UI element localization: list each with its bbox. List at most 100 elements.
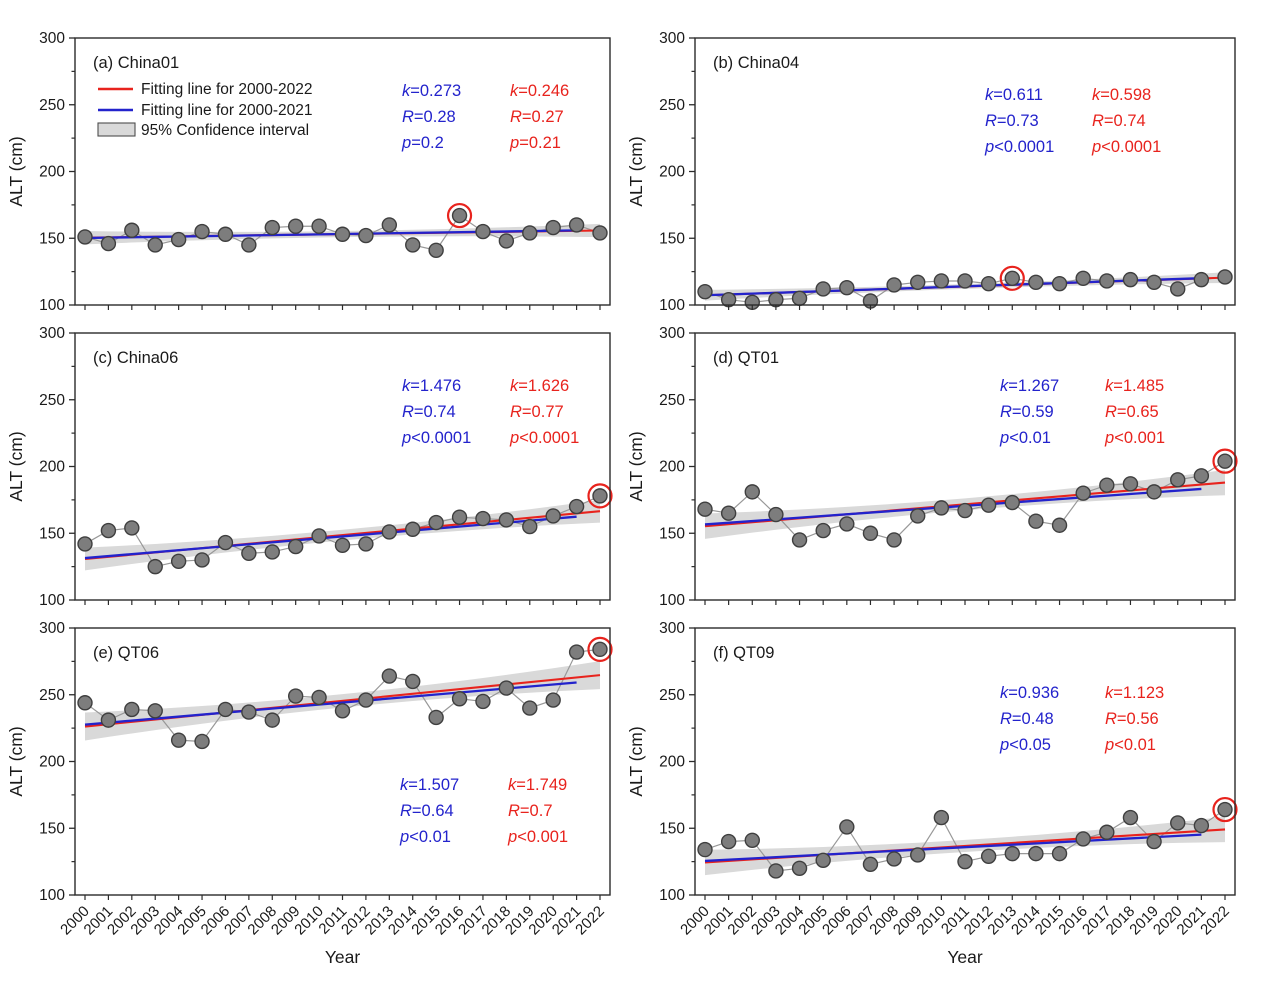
x-tick-label: 2022 xyxy=(1197,903,1233,939)
y-tick-label: 300 xyxy=(39,620,65,637)
data-point-2002 xyxy=(744,832,760,848)
data-point-2014 xyxy=(405,521,421,537)
y-axis-title: ALT (cm) xyxy=(6,431,26,501)
data-point-2020 xyxy=(545,508,561,524)
data-point-2010 xyxy=(933,500,950,516)
data-point-2018 xyxy=(498,512,515,528)
data-point-2000 xyxy=(697,501,713,517)
panel-e: 1001502002503002000200120022003200420052… xyxy=(6,620,613,967)
outlier-ring xyxy=(1212,796,1238,823)
plot-frame xyxy=(74,627,611,896)
data-point-2005 xyxy=(194,733,210,750)
data-point-2005 xyxy=(815,852,831,868)
data-point-2008 xyxy=(264,544,280,560)
data-point-2016 xyxy=(451,207,468,224)
data-point-2002 xyxy=(124,222,140,238)
outlier-ring xyxy=(446,202,473,229)
data-point-2020 xyxy=(545,219,561,236)
y-tick-label: 200 xyxy=(659,754,685,771)
data-point-2001 xyxy=(720,505,737,521)
data-point-2006 xyxy=(839,819,855,835)
y-tick-label: 250 xyxy=(659,687,685,704)
y-tick-label: 200 xyxy=(659,459,685,476)
data-point-2008 xyxy=(264,219,280,236)
data-point-2016 xyxy=(1075,485,1091,501)
data-point-2009 xyxy=(287,538,304,555)
y-tick-label: 200 xyxy=(659,164,685,181)
data-point-2005 xyxy=(194,223,210,240)
stat-value: p<0.0001 xyxy=(509,429,579,447)
data-point-2022 xyxy=(592,641,608,658)
y-tick-label: 200 xyxy=(39,754,65,771)
stat-value: k=1.749 xyxy=(508,776,567,794)
data-point-2021 xyxy=(568,217,585,233)
stat-value: p<0.05 xyxy=(999,736,1051,754)
panel-title: (e) QT06 xyxy=(93,644,159,662)
data-point-2000 xyxy=(697,841,713,858)
data-point-2016 xyxy=(1075,270,1091,286)
y-axis-title: ALT (cm) xyxy=(626,136,646,206)
data-point-2017 xyxy=(475,223,491,240)
stat-value: R=0.65 xyxy=(1105,403,1159,421)
data-point-2006 xyxy=(839,516,855,532)
data-point-2015 xyxy=(428,242,444,258)
panel-title: (f) QT09 xyxy=(713,644,774,662)
data-point-2021 xyxy=(1193,817,1210,834)
y-tick-label: 100 xyxy=(39,592,65,609)
data-point-2018 xyxy=(1122,476,1139,492)
data-point-2006 xyxy=(217,701,234,718)
plot-frame xyxy=(74,37,611,306)
y-axis-title: ALT (cm) xyxy=(626,431,646,501)
data-point-2012 xyxy=(358,692,374,708)
y-tick-label: 300 xyxy=(39,30,65,47)
fit-line-blue xyxy=(704,487,1202,526)
data-point-2018 xyxy=(1122,809,1139,826)
data-point-2021 xyxy=(1193,468,1210,484)
data-point-2004 xyxy=(170,732,187,748)
y-tick-label: 300 xyxy=(659,620,685,637)
data-point-2022 xyxy=(1217,453,1233,469)
panel-f: 1001502002503002000200120022003200420052… xyxy=(626,620,1238,967)
data-point-2007 xyxy=(241,545,257,561)
data-point-2001 xyxy=(100,522,117,539)
data-point-2016 xyxy=(1075,831,1091,847)
x-axis-title: Year xyxy=(947,947,983,967)
y-tick-label: 300 xyxy=(659,30,685,47)
data-point-2014 xyxy=(405,237,421,253)
stat-value: R=0.64 xyxy=(400,802,454,820)
data-point-2008 xyxy=(264,712,280,728)
data-point-2008 xyxy=(886,851,902,867)
data-point-2020 xyxy=(545,692,561,708)
panel-b: 100 150 200 250 300 ALT (cm) (b) China04 k=0.61… xyxy=(626,30,1236,314)
stat-value: R=0.27 xyxy=(510,108,564,126)
data-point-2022 xyxy=(592,488,608,504)
data-point-2003 xyxy=(147,558,163,575)
data-point-2004 xyxy=(170,553,187,569)
stat-value: R=0.56 xyxy=(1105,710,1159,728)
data-point-2003 xyxy=(768,863,784,879)
stat-value: k=1.485 xyxy=(1105,377,1164,395)
stat-value: R=0.48 xyxy=(1000,710,1054,728)
stat-value: k=1.626 xyxy=(510,377,569,395)
y-tick-label: 250 xyxy=(659,392,685,409)
stat-value: R=0.73 xyxy=(985,112,1039,130)
data-point-2017 xyxy=(475,510,491,527)
data-point-2004 xyxy=(791,860,808,876)
data-point-2011 xyxy=(957,273,973,289)
data-point-2004 xyxy=(170,231,187,248)
data-point-2007 xyxy=(862,856,879,872)
data-point-2001 xyxy=(720,833,737,850)
data-point-2010 xyxy=(311,689,327,706)
y-tick-label: 100 xyxy=(659,297,685,314)
panel-title: (d) QT01 xyxy=(713,349,779,367)
plot-frame xyxy=(694,37,1236,306)
panel-title: (a) China01 xyxy=(93,54,179,72)
data-point-2015 xyxy=(428,709,444,726)
data-point-2019 xyxy=(522,518,538,535)
data-point-2016 xyxy=(451,509,468,525)
data-point-2012 xyxy=(980,275,997,292)
y-tick-label: 150 xyxy=(39,525,65,542)
data-point-2013 xyxy=(381,668,398,684)
y-tick-label: 100 xyxy=(659,592,685,609)
